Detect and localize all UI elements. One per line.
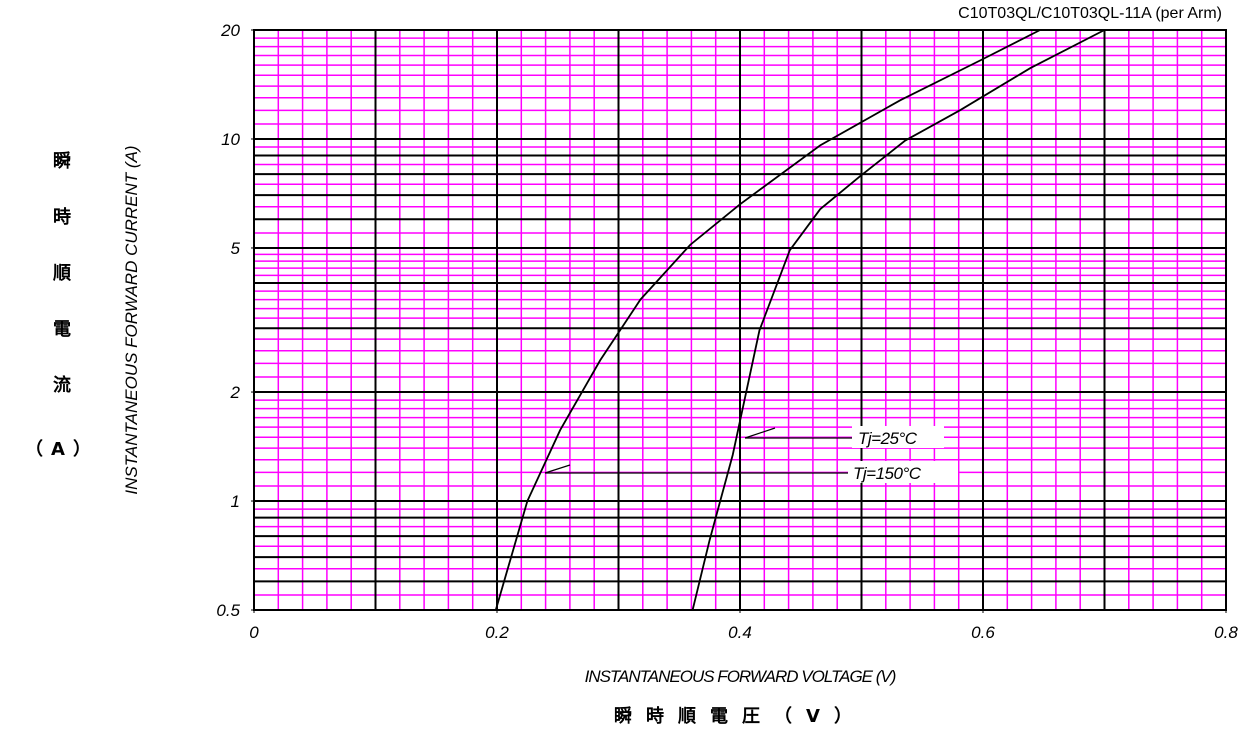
x-tick-label: 0.8	[1214, 623, 1238, 642]
leader-line	[544, 464, 571, 474]
y-tick-label: 20	[220, 21, 240, 40]
series-line	[691, 29, 1105, 611]
y-tick-label: 1	[231, 492, 240, 511]
x-tick-label: 0.6	[971, 623, 995, 642]
y-tick-label: 5	[231, 239, 241, 258]
y-axis-label-jp: 流	[53, 374, 71, 396]
y-tick-label: 0.5	[216, 601, 240, 620]
y-tick-label: 10	[221, 130, 240, 149]
y-axis-label-jp: 時	[53, 207, 71, 228]
y-axis-label-jp: 電	[53, 319, 71, 340]
y-tick-label: 2	[230, 383, 241, 402]
leader-line	[744, 427, 776, 439]
series-line	[494, 29, 1041, 611]
series-annotation: Tj=150°C	[853, 464, 922, 483]
x-tick-label: 0	[249, 623, 259, 642]
y-axis-label-jp: 瞬	[53, 150, 71, 172]
chart-title: C10T03QL/C10T03QL-11A (per Arm)	[958, 5, 1222, 22]
annotation-bg	[848, 461, 958, 483]
x-axis-label: INSTANTANEOUS FORWARD VOLTAGE (V)	[585, 667, 896, 686]
y-axis-label: INSTANTANEOUS FORWARD CURRENT (A)	[122, 145, 141, 494]
annotation-bg	[852, 426, 944, 448]
x-tick-label: 0.4	[728, 623, 752, 642]
plot-area	[253, 29, 1227, 611]
x-tick-label: 0.2	[485, 623, 509, 642]
y-axis-label-jp: 順	[53, 263, 72, 284]
y-axis-label-jp: （A）	[25, 439, 99, 460]
series-annotation: Tj=25°C	[858, 429, 918, 448]
x-axis-label-jp: 瞬時順電圧（V）	[614, 705, 866, 727]
